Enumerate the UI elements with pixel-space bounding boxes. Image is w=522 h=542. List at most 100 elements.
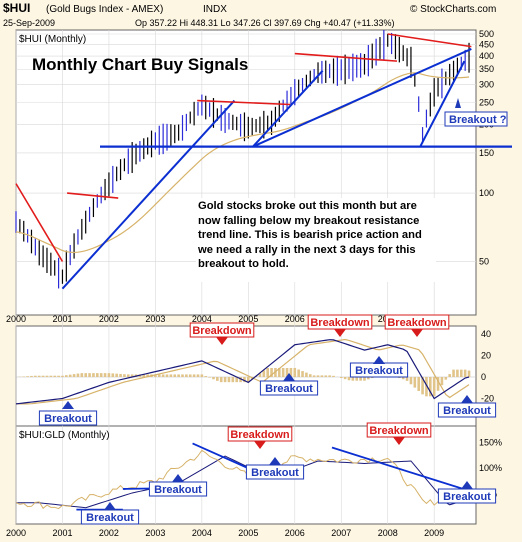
ratio-xtick: 2007 bbox=[331, 528, 351, 538]
macd-histogram-bar bbox=[239, 377, 242, 383]
macd-histogram-bar bbox=[165, 374, 169, 377]
macd-histogram-bar bbox=[401, 377, 405, 380]
breakout-label: Breakout bbox=[44, 413, 92, 425]
ratio-xtick: 2003 bbox=[145, 528, 165, 538]
breakdown-arrow bbox=[334, 329, 346, 337]
macd-histogram-bar bbox=[212, 377, 215, 380]
macd-histogram-bar bbox=[324, 375, 328, 377]
macd-histogram-bar bbox=[281, 367, 285, 377]
breakout-arrow bbox=[104, 502, 116, 510]
annotation-box bbox=[196, 198, 436, 282]
price-ytick: 450 bbox=[479, 39, 494, 49]
macd-histogram-bar bbox=[459, 369, 463, 377]
macd-histogram-bar bbox=[289, 367, 293, 377]
exchange: INDX bbox=[203, 4, 227, 15]
ratio-legend: $HUI:GLD (Monthly) bbox=[19, 430, 110, 441]
macd-histogram-bar bbox=[76, 373, 80, 377]
macd-histogram-bar bbox=[84, 373, 87, 377]
price-ytick: 350 bbox=[479, 64, 494, 74]
breakout-question-label: Breakout ? bbox=[449, 114, 507, 126]
ratio-xtick: 2006 bbox=[285, 528, 305, 538]
macd-histogram-bar bbox=[154, 374, 157, 377]
macd-histogram-bar bbox=[312, 375, 316, 377]
macd-ytick: 20 bbox=[481, 351, 491, 361]
macd-histogram-bar bbox=[463, 369, 467, 377]
macd-histogram-bar bbox=[227, 377, 231, 383]
macd-histogram-bar bbox=[332, 375, 335, 377]
breakout-arrow bbox=[461, 395, 473, 403]
macd-histogram-bar bbox=[123, 374, 126, 377]
breakout-arrow bbox=[461, 481, 473, 489]
macd-histogram-bar bbox=[185, 374, 188, 377]
macd-histogram-bar bbox=[208, 377, 211, 378]
breakout-label: Breakout bbox=[86, 512, 134, 524]
ratio-xtick: 2009 bbox=[424, 528, 444, 538]
macd-histogram-bar bbox=[37, 375, 41, 377]
macd-histogram-bar bbox=[277, 367, 281, 377]
price-legend: $HUI (Monthly) bbox=[19, 34, 86, 45]
macd-histogram-bar bbox=[157, 374, 161, 377]
macd-histogram-bar bbox=[320, 375, 324, 377]
overlay bbox=[15, 33, 512, 511]
breakdown-arrow bbox=[393, 437, 405, 445]
macd-histogram-bar bbox=[343, 377, 347, 380]
breakout-label: Breakout bbox=[443, 405, 491, 417]
breakout-label: Breakout bbox=[154, 484, 202, 496]
price-ytick: 500 bbox=[479, 29, 494, 39]
macd-histogram-bar bbox=[219, 377, 223, 383]
macd-histogram-bar bbox=[142, 374, 146, 377]
macd-histogram-bar bbox=[235, 377, 239, 383]
breakdown-arrow bbox=[254, 441, 266, 449]
ratio-xtick: 2001 bbox=[52, 528, 72, 538]
macd-histogram-bar bbox=[293, 367, 297, 377]
macd-histogram-bar bbox=[96, 373, 99, 377]
breakout-label-box bbox=[38, 410, 98, 426]
macd-histogram-bar bbox=[328, 375, 331, 377]
price-xtick: 2006 bbox=[285, 314, 305, 324]
uptrend-line bbox=[252, 47, 472, 148]
macd-histogram-bar bbox=[115, 373, 118, 377]
breakout-arrow bbox=[172, 474, 184, 482]
ratio-xtick: 2002 bbox=[99, 528, 119, 538]
macd-histogram-bar bbox=[359, 377, 362, 381]
breakout-question-box bbox=[444, 111, 508, 127]
macd-histogram-bar bbox=[161, 374, 165, 377]
macd-histogram-bar bbox=[61, 375, 64, 377]
macd-histogram-bar bbox=[216, 377, 219, 381]
ratio-xtick: 2008 bbox=[378, 528, 398, 538]
ratio-ytick: 100% bbox=[479, 463, 502, 473]
macd-histogram-bar bbox=[425, 377, 428, 397]
price-xtick: 2003 bbox=[145, 314, 165, 324]
macd-histogram-bar bbox=[80, 373, 84, 377]
macd-histogram-bar bbox=[92, 373, 95, 377]
date: 25-Sep-2009 bbox=[3, 18, 55, 28]
breakdown-label: Breakdown bbox=[387, 317, 447, 329]
macd-histogram-bar bbox=[444, 377, 448, 380]
macd-histogram-bar bbox=[41, 375, 45, 377]
price-ytick: 50 bbox=[479, 257, 489, 267]
macd-histogram-bar bbox=[308, 374, 312, 377]
macd-histogram-bar bbox=[301, 371, 304, 377]
macd-histogram-bar bbox=[192, 374, 196, 377]
macd-histogram-bar bbox=[45, 375, 49, 377]
macd-ytick: -20 bbox=[481, 394, 494, 404]
uptrend-line bbox=[252, 69, 324, 148]
symbol: $HUI bbox=[3, 1, 30, 15]
price-ytick: 300 bbox=[479, 79, 494, 89]
breakout-arrow bbox=[283, 373, 295, 381]
macd-histogram-bar bbox=[34, 375, 37, 377]
macd-histogram-bar bbox=[417, 377, 420, 391]
breakdown-label: Breakdown bbox=[230, 429, 290, 441]
macd-histogram-bar bbox=[200, 374, 204, 377]
resistance-line bbox=[15, 183, 64, 262]
uptrend-line bbox=[419, 60, 466, 148]
macd-histogram-bar bbox=[448, 374, 451, 377]
macd-histogram-bar bbox=[22, 376, 26, 377]
breakdown-arrow bbox=[411, 329, 423, 337]
resistance-line bbox=[387, 33, 472, 48]
resistance-line bbox=[67, 192, 119, 199]
breakdown-arrow bbox=[216, 337, 228, 345]
price-xtick: 2001 bbox=[52, 314, 72, 324]
